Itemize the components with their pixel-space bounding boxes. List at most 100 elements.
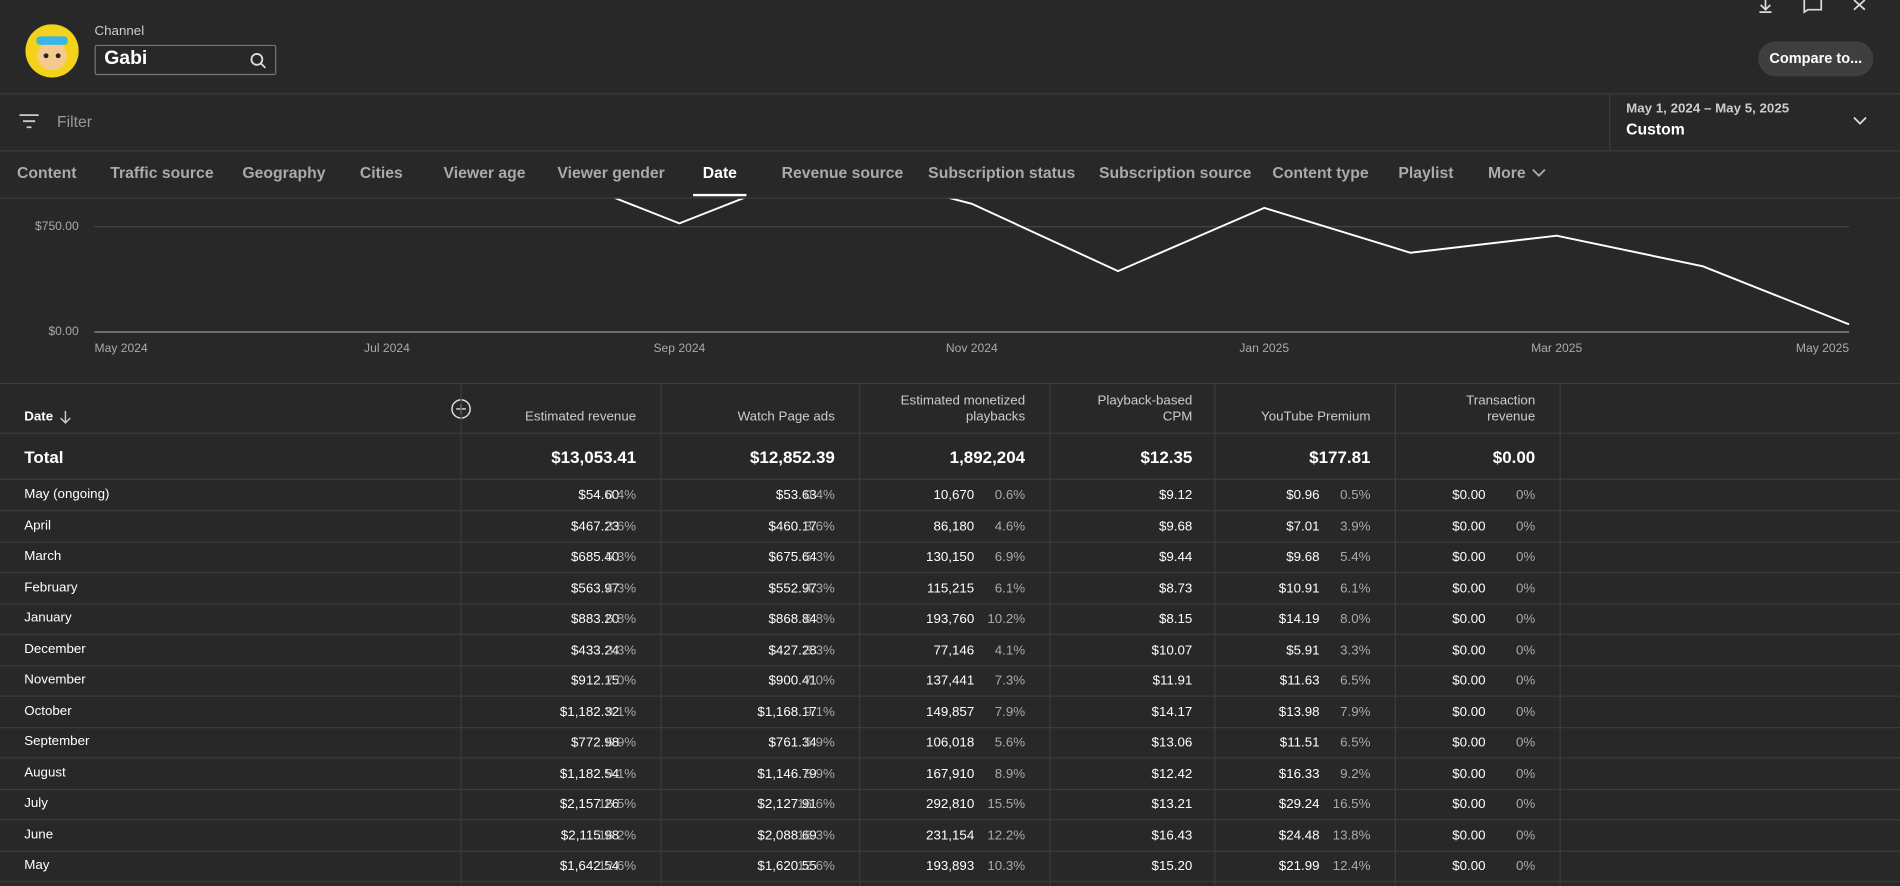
tab[interactable]: Geography: [242, 163, 326, 182]
tab[interactable]: Playlist: [1398, 163, 1454, 182]
filter-icon[interactable]: [19, 113, 39, 130]
cell-percent: 0%: [1515, 766, 1536, 781]
row-divider: [0, 850, 1900, 852]
cell-percent: 0%: [1515, 859, 1536, 874]
x-tick-label: May 2024: [95, 341, 148, 355]
total-value: 1,892,204: [949, 447, 1026, 467]
cell-value: $467.23: [571, 519, 620, 534]
column-header[interactable]: Transaction revenue: [1466, 393, 1536, 425]
cell-percent: 5.4%: [1340, 550, 1371, 565]
date-sort-header[interactable]: Date: [24, 409, 54, 425]
row-label: February: [24, 579, 78, 595]
cell-value: $433.24: [571, 642, 620, 658]
cell-value: $0.00: [1452, 611, 1486, 627]
tab[interactable]: Date: [702, 163, 737, 182]
column-header[interactable]: Playback-based CPM: [1097, 393, 1193, 425]
row-divider: [0, 819, 1900, 821]
cell-percent: 10.2%: [987, 611, 1026, 627]
compare-button[interactable]: Compare to...: [1758, 41, 1874, 77]
tab[interactable]: Revenue source: [781, 163, 904, 182]
cell-percent: 0.6%: [994, 488, 1026, 503]
cell-value: 106,018: [926, 735, 975, 751]
cell-value: $53.63: [775, 488, 817, 503]
cell-value: $2,127.91: [757, 797, 817, 812]
cell-percent: 16.5%: [598, 797, 637, 812]
cell-percent: 3.3%: [1340, 642, 1371, 658]
top-icons[interactable]: [1756, 0, 1877, 15]
tab[interactable]: Viewer gender: [557, 163, 665, 182]
column-header[interactable]: YouTube Premium: [1261, 409, 1371, 425]
cell-percent: 16.2%: [598, 828, 637, 843]
cell-value: $0.96: [1286, 488, 1320, 503]
cell-percent: 0%: [1515, 611, 1536, 627]
column-header[interactable]: Estimated monetized playbacks: [900, 393, 1026, 425]
cell-value: $0.00: [1452, 828, 1486, 843]
search-icon[interactable]: [250, 52, 267, 69]
tab[interactable]: Content type: [1272, 163, 1369, 182]
tab[interactable]: Subscription status: [928, 163, 1076, 182]
date-preset[interactable]: Custom: [1626, 119, 1685, 139]
cell-value: 292,810: [926, 797, 975, 812]
cell-percent: 5.9%: [605, 735, 637, 751]
cell-percent: 6.5%: [1340, 673, 1371, 689]
cell-percent: 9.1%: [605, 704, 637, 720]
cell-value: $0.00: [1452, 704, 1486, 720]
chart: $0.00 $750.00 May 2024 Jul 2024 Sep 2024 Nov …: [35, 198, 1850, 355]
cell-value: $1,168.17: [757, 704, 817, 720]
cell-value: $10.91: [1278, 581, 1320, 596]
total-value: $12.35: [1140, 447, 1193, 467]
tab[interactable]: More: [1488, 163, 1526, 182]
date-range[interactable]: May 1, 2024 – May 5, 2025: [1626, 101, 1790, 117]
tab[interactable]: Traffic source: [110, 163, 214, 182]
cell-value: $0.00: [1452, 797, 1486, 812]
cell-value: 231,154: [926, 828, 975, 843]
cell-percent: 3.9%: [1340, 519, 1371, 534]
row-divider: [0, 695, 1900, 697]
cell-percent: 9.1%: [804, 704, 835, 720]
date-dropdown-icon[interactable]: [1853, 116, 1868, 126]
cell-percent: 0%: [1515, 735, 1536, 751]
tab[interactable]: Viewer age: [443, 163, 526, 182]
cell-value: $9.44: [1158, 550, 1193, 565]
column-header[interactable]: Watch Page ads: [737, 409, 835, 425]
cell-value: $21.99: [1278, 859, 1320, 874]
cell-percent: 5.3%: [605, 550, 637, 565]
divider: [0, 150, 1900, 152]
cell-percent: 3.3%: [804, 642, 835, 658]
cell-percent: 0.5%: [1340, 488, 1371, 503]
row-label: July: [24, 796, 48, 811]
cell-percent: 13.8%: [1332, 828, 1371, 843]
cell-percent: 8.0%: [1340, 611, 1371, 627]
cell-value: $685.40: [571, 550, 620, 565]
row-label: January: [24, 610, 72, 626]
tab[interactable]: Content: [16, 163, 77, 182]
cell-percent: 6.1%: [1340, 581, 1371, 596]
row-divider: [0, 880, 1900, 883]
row-divider: [0, 602, 1900, 605]
cell-percent: 5.3%: [804, 550, 835, 565]
cell-value: $13.06: [1151, 735, 1193, 751]
tab[interactable]: Subscription source: [1099, 163, 1252, 182]
cell-percent: 16.5%: [1332, 797, 1371, 812]
cell-value: $2,115.98: [560, 828, 620, 843]
more-chevron[interactable]: [1532, 168, 1547, 178]
cell-value: 115,215: [927, 581, 975, 596]
cell-percent: 4.1%: [994, 642, 1026, 658]
column-header[interactable]: Estimated revenue: [525, 409, 637, 425]
channel-search[interactable]: Gabi: [94, 44, 277, 76]
total-label: Total: [24, 447, 64, 467]
cell-value: $9.68: [1286, 550, 1320, 565]
cell-value: $2,157.26: [559, 797, 620, 812]
column-divider: [1394, 384, 1396, 886]
tab[interactable]: Cities: [359, 163, 403, 182]
channel-avatar[interactable]: [25, 24, 79, 78]
cell-percent: 0.4%: [804, 488, 835, 503]
cell-value: $13.21: [1151, 797, 1193, 812]
cell-value: 77,146: [933, 642, 975, 658]
sort-arrow[interactable]: [59, 410, 71, 424]
cell-value: $16.33: [1278, 766, 1320, 781]
cell-percent: 0%: [1515, 581, 1536, 596]
filter-input[interactable]: Filter: [56, 112, 92, 131]
cell-value: $552.97: [768, 581, 817, 596]
